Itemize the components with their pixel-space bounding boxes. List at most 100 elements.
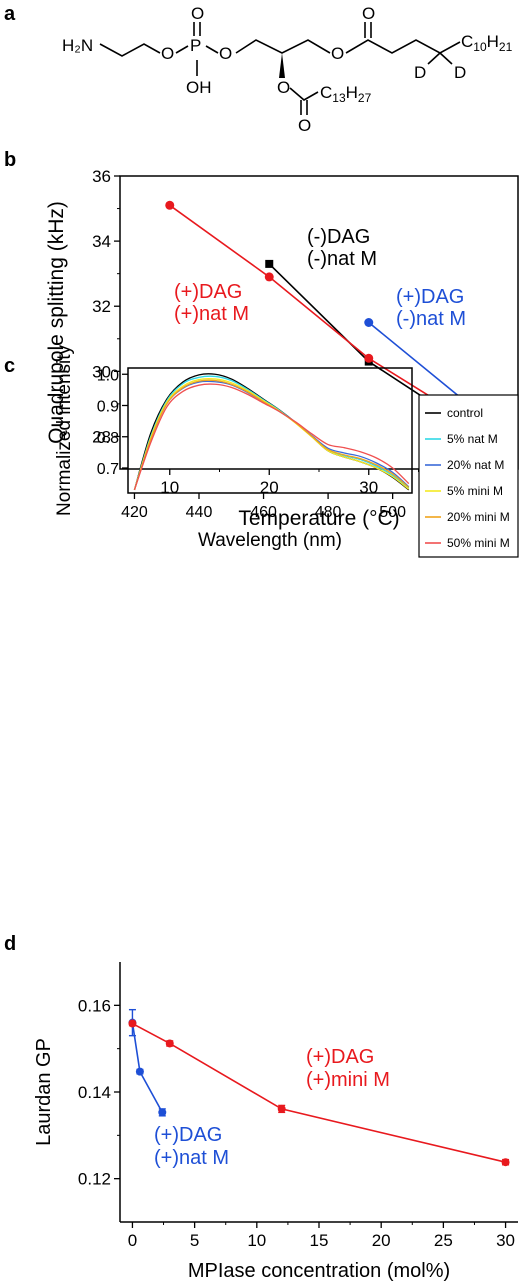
series-dag-mini-m: (+)DAG(+)mini M xyxy=(128,1019,510,1167)
legend-label: 5% mini M xyxy=(447,484,503,498)
y-axis-label: Normalized intensity xyxy=(54,344,75,516)
panel-label-d: d xyxy=(4,933,16,955)
y-tick-label: 0.16 xyxy=(78,996,111,1015)
atom-d-right: D xyxy=(454,63,466,82)
panel-label-a: a xyxy=(4,3,16,25)
y-tick-label: 1.0 xyxy=(97,367,119,384)
legend-label: control xyxy=(447,406,483,420)
legend: control 5% nat M 20% nat M 5% mini M 20% min… xyxy=(418,394,519,558)
y-tick-label: 36 xyxy=(92,167,111,186)
y-tick-label: 0.7 xyxy=(97,461,119,478)
x-tick-label: 30 xyxy=(496,1231,515,1250)
series-dag-nat-m: (+)DAG(+)nat M xyxy=(165,200,473,425)
y-tick-label: 34 xyxy=(92,232,111,251)
structure-bonds xyxy=(99,43,161,57)
sn1-chain xyxy=(345,39,461,54)
series-label: (+)DAG xyxy=(306,1046,374,1068)
legend-label: 20% nat M xyxy=(447,458,504,472)
glycerol-bonds xyxy=(235,39,331,54)
x-tick-label: 5 xyxy=(190,1231,199,1250)
x-tick-label: 440 xyxy=(186,504,213,521)
cd-bond-left xyxy=(427,52,441,65)
panel-label-c: c xyxy=(4,355,15,377)
atom-o-top: O xyxy=(191,4,204,23)
y-tick-label: 0.12 xyxy=(78,1170,111,1189)
legend-label: 20% mini M xyxy=(447,510,510,524)
panel-label-b: b xyxy=(4,149,16,171)
atom-amine: H₂N xyxy=(62,36,93,55)
x-tick-label: 25 xyxy=(434,1231,453,1250)
x-tick-label: 20 xyxy=(260,478,279,497)
data-point xyxy=(165,1039,174,1048)
chart-normalized-intensity: 420 440 460 480 500 0.7 0.8 0.9 1.0 Wavelength (n… xyxy=(54,344,519,558)
x-tick-label: 15 xyxy=(310,1231,329,1250)
atom-o-right: O xyxy=(219,44,232,63)
data-point xyxy=(364,353,374,363)
wedge-bond xyxy=(279,53,285,78)
series-label: (+)mini M xyxy=(306,1069,390,1091)
chart-quadrupole-splitting: 102030402830323436Temperature (°C)Quadru… xyxy=(45,167,519,530)
series-label: (+)DAG xyxy=(174,281,242,303)
x-tick-label: 420 xyxy=(121,504,148,521)
data-point xyxy=(364,318,374,327)
x-tick-label: 480 xyxy=(315,504,342,521)
series-dag-nat-m: (+)DAG(+)nat M xyxy=(128,1008,229,1169)
atom-oh: OH xyxy=(186,78,212,97)
spectrum-line xyxy=(133,375,410,491)
chemical-structure: H₂N O P O OH O O O O O C13H27 C10H21 D D xyxy=(62,4,513,135)
x-tick-label: 500 xyxy=(379,504,406,521)
x-axis-label: MPIase concentration (mol%) xyxy=(188,1260,450,1282)
y-tick-label: 0.9 xyxy=(97,399,119,416)
x-tick-label: 10 xyxy=(160,478,179,497)
atom-p: P xyxy=(190,36,201,55)
atom-o-sn1: O xyxy=(331,44,344,63)
spectrum-line xyxy=(133,377,410,491)
y-axis-label: Quadrupole splitting (kHz) xyxy=(45,201,68,444)
series-line xyxy=(131,1022,163,1113)
series-label: (-)nat M xyxy=(396,308,466,330)
spectrum-5-nat-m xyxy=(133,375,410,491)
series-line xyxy=(132,1022,506,1163)
series-dag-nat-m: (-)DAG(-)nat M xyxy=(265,226,473,431)
atom-o-carbonyl-top: O xyxy=(362,4,375,23)
cd-bond-right xyxy=(439,52,453,65)
x-tick-label: 0 xyxy=(128,1231,137,1250)
x-axis-label: Wavelength (nm) xyxy=(198,530,342,551)
atom-o-carbonyl-bottom: O xyxy=(298,116,311,135)
spectrum-line xyxy=(133,383,410,491)
y-tick-label: 0.8 xyxy=(97,430,119,447)
series-line xyxy=(169,204,469,421)
x-axis-label: Temperature (°C) xyxy=(238,507,399,530)
legend-box xyxy=(418,394,519,558)
x-tick-label: 10 xyxy=(247,1231,266,1250)
spectrum-20-mini-m xyxy=(133,379,410,491)
data-point xyxy=(501,1158,510,1167)
bond-p-o-right xyxy=(205,45,219,54)
data-point xyxy=(158,1108,167,1117)
atom-c10h21: C10H21 xyxy=(461,32,513,54)
series-line xyxy=(368,321,469,405)
atom-d-left: D xyxy=(414,63,426,82)
spectrum-line xyxy=(133,379,410,491)
series-dag-nat-m: (+)DAG(-)nat M xyxy=(364,286,473,409)
spectrum-5-mini-m xyxy=(133,377,410,491)
y-tick-label: 30 xyxy=(92,362,111,381)
data-point xyxy=(277,1104,286,1113)
x-tick-label: 460 xyxy=(250,504,277,521)
y-tick-label: 0.14 xyxy=(78,1083,111,1102)
data-point xyxy=(264,272,274,282)
data-point xyxy=(135,1067,144,1076)
plot-frame xyxy=(127,367,413,494)
legend-label: 50% mini M xyxy=(447,536,510,550)
y-tick-label: 32 xyxy=(92,297,111,316)
spectrum-50-mini-m xyxy=(133,383,410,491)
chart-laurdan-gp: 0 5 10 15 20 25 30 0.12 0.14 0.16 MPIase concentra… xyxy=(33,962,518,1282)
x-tick-label: 20 xyxy=(372,1231,391,1250)
x-tick-label: 30 xyxy=(359,478,378,497)
series-label: (+)DAG xyxy=(154,1124,222,1146)
y-axis-label: Laurdan GP xyxy=(33,1038,55,1146)
series-label: (-)nat M xyxy=(307,248,377,270)
bond-o-p xyxy=(175,45,189,54)
atom-c13h27: C13H27 xyxy=(320,83,372,105)
